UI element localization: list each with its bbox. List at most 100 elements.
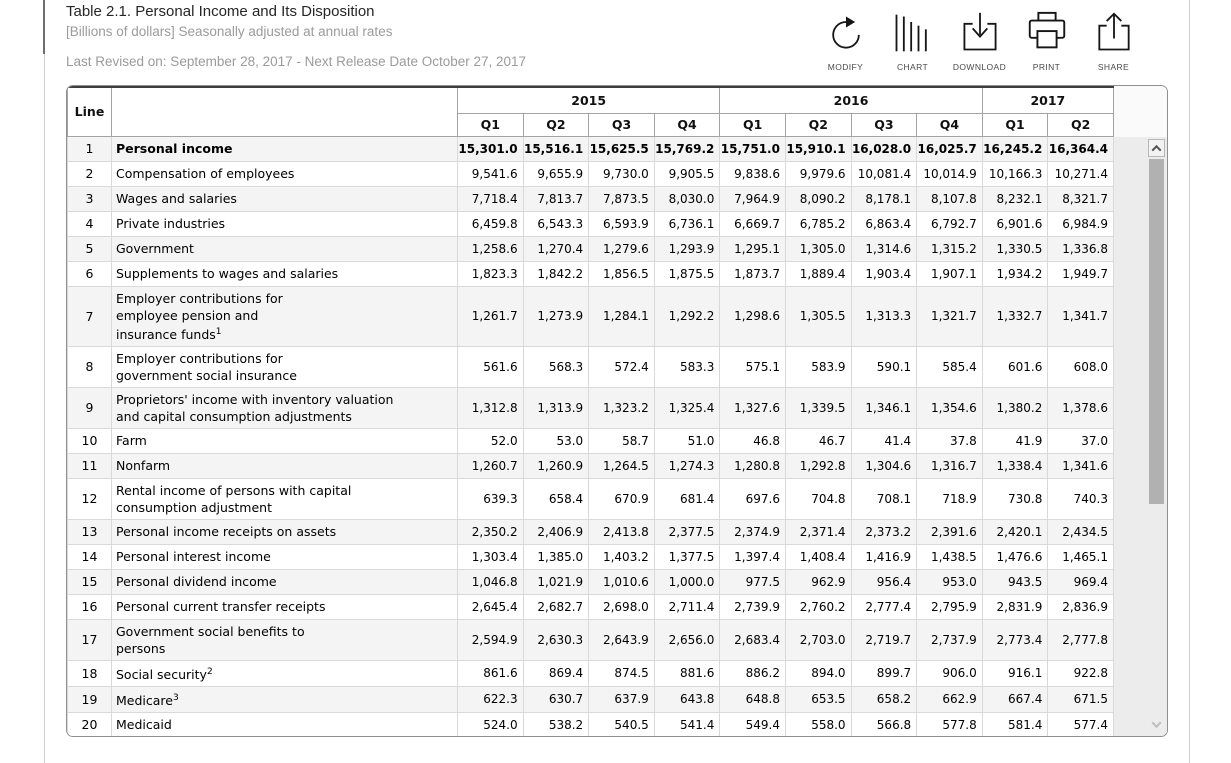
cell-value: 10,166.3 (981, 160, 1049, 187)
cell-value: 58.7 (588, 427, 655, 454)
cell-value: 9,655.9 (522, 160, 590, 187)
cell-value: 7,813.7 (522, 185, 590, 212)
row-label: Private industries (111, 210, 458, 237)
cell-value: 2,413.8 (588, 518, 655, 545)
cell-value: 53.0 (522, 427, 590, 454)
cell-value: 1,292.2 (653, 285, 721, 347)
chart-button[interactable]: CHART (879, 6, 946, 72)
cell-value: 1,260.7 (457, 452, 524, 479)
cell-value: 1,273.9 (522, 285, 590, 347)
cell-value: 8,178.1 (850, 185, 918, 212)
cell-value: 1,046.8 (457, 568, 524, 595)
table-row: 3 Wages and salaries 7,718.4 7,813.7 7,873.5… (67, 185, 1114, 212)
cell-value: 608.0 (1047, 345, 1114, 388)
line-number: 10 (67, 427, 112, 454)
cell-value: 730.8 (981, 477, 1049, 520)
cell-value: 2,777.8 (1047, 618, 1114, 661)
row-label: Personal dividend income (111, 568, 458, 595)
cell-value: 704.8 (784, 477, 852, 520)
cell-value: 2,703.0 (784, 618, 852, 661)
cell-value: 8,232.1 (981, 185, 1049, 212)
print-button[interactable]: PRINT (1013, 6, 1080, 72)
cell-value: 1,260.9 (522, 452, 590, 479)
cell-value: 1,465.1 (1047, 543, 1114, 570)
table-row: 16 Personal current transfer receipts 2,64… (67, 593, 1114, 620)
row-label: Compensation of employees (111, 160, 458, 187)
cell-value: 37.8 (916, 427, 983, 454)
line-number: 9 (67, 386, 112, 429)
cell-value: 541.4 (653, 711, 721, 736)
cell-value: 7,964.9 (719, 185, 786, 212)
row-label: Proprietors' income with inventory valua… (111, 386, 458, 429)
cell-value: 10,271.4 (1047, 160, 1114, 187)
cell-value: 8,321.7 (1047, 185, 1114, 212)
cell-value: 622.3 (457, 685, 524, 713)
scroll-up-button[interactable] (1148, 139, 1165, 157)
cell-value: 16,245.2 (981, 135, 1049, 162)
quarter-header: Q2 (784, 112, 852, 137)
vertical-scrollbar-thumb[interactable] (1149, 159, 1164, 504)
cell-value: 1,021.9 (522, 568, 590, 595)
line-number: 1 (67, 135, 112, 162)
cell-value: 9,730.0 (588, 160, 655, 187)
cell-value: 681.4 (653, 477, 721, 520)
row-label: Government (111, 235, 458, 262)
cell-value: 2,406.9 (522, 518, 590, 545)
cell-value: 2,373.2 (850, 518, 918, 545)
cell-value: 861.6 (457, 659, 524, 687)
share-label: SHARE (1097, 62, 1130, 72)
cell-value: 46.7 (784, 427, 852, 454)
cell-value: 577.4 (1047, 711, 1114, 736)
cell-value: 1,261.7 (457, 285, 524, 347)
row-label: Social security2 (111, 659, 458, 687)
line-number: 16 (67, 593, 112, 620)
modify-label: MODIFY (827, 62, 864, 72)
share-button[interactable]: SHARE (1080, 6, 1147, 72)
line-number: 5 (67, 235, 112, 262)
cell-value: 2,350.2 (457, 518, 524, 545)
cell-value: 2,420.1 (981, 518, 1049, 545)
cell-value: 2,377.5 (653, 518, 721, 545)
cell-value: 1,354.6 (916, 386, 983, 429)
table-row: 4 Private industries 6,459.8 6,543.3 6,593.9… (67, 210, 1114, 237)
cell-value: 1,338.4 (981, 452, 1049, 479)
revision-note: Last Revised on: September 28, 2017 - Ne… (66, 54, 527, 69)
cell-value: 581.4 (981, 711, 1049, 736)
cell-value: 1,875.5 (653, 260, 721, 287)
cell-value: 7,873.5 (588, 185, 655, 212)
cell-value: 916.1 (981, 659, 1049, 687)
table-row: 10 Farm 52.0 53.0 58.7 51.0 46.8 46.7 41.4 37.8 41… (67, 427, 1114, 454)
cell-value: 643.8 (653, 685, 721, 713)
cell-value: 874.5 (588, 659, 655, 687)
cell-value: 718.9 (916, 477, 983, 520)
cell-value: 2,391.6 (916, 518, 983, 545)
download-button[interactable]: DOWNLOAD (946, 6, 1013, 72)
quarter-header: Q2 (522, 112, 590, 137)
cell-value: 601.6 (981, 345, 1049, 388)
cell-value: 7,718.4 (457, 185, 524, 212)
cell-value: 6,459.8 (457, 210, 524, 237)
cell-value: 2,656.0 (653, 618, 721, 661)
cell-value: 6,863.4 (850, 210, 918, 237)
download-label: DOWNLOAD (952, 62, 1007, 72)
cell-value: 906.0 (916, 659, 983, 687)
cell-value: 524.0 (457, 711, 524, 736)
cell-value: 1,341.7 (1047, 285, 1114, 347)
cell-value: 1,934.2 (981, 260, 1049, 287)
cell-value: 1,416.9 (850, 543, 918, 570)
table-row: 13 Personal income receipts on assets 2,35… (67, 518, 1114, 545)
cell-value: 708.1 (850, 477, 918, 520)
scroll-down-button[interactable] (1149, 717, 1163, 731)
row-label: Personal income (111, 135, 458, 162)
chevron-up-icon (1151, 144, 1162, 155)
line-number: 20 (67, 711, 112, 736)
cell-value: 6,984.9 (1047, 210, 1114, 237)
cell-value: 8,030.0 (653, 185, 721, 212)
cell-value: 6,792.7 (916, 210, 983, 237)
cell-value: 16,025.7 (916, 135, 983, 162)
table-row: 7 Employer contributions for employee pen… (67, 285, 1114, 347)
cell-value: 1,010.6 (588, 568, 655, 595)
modify-button[interactable]: MODIFY (812, 6, 879, 72)
cell-value: 1,315.2 (916, 235, 983, 262)
table-row: 8 Employer contributions for government s… (67, 345, 1114, 388)
